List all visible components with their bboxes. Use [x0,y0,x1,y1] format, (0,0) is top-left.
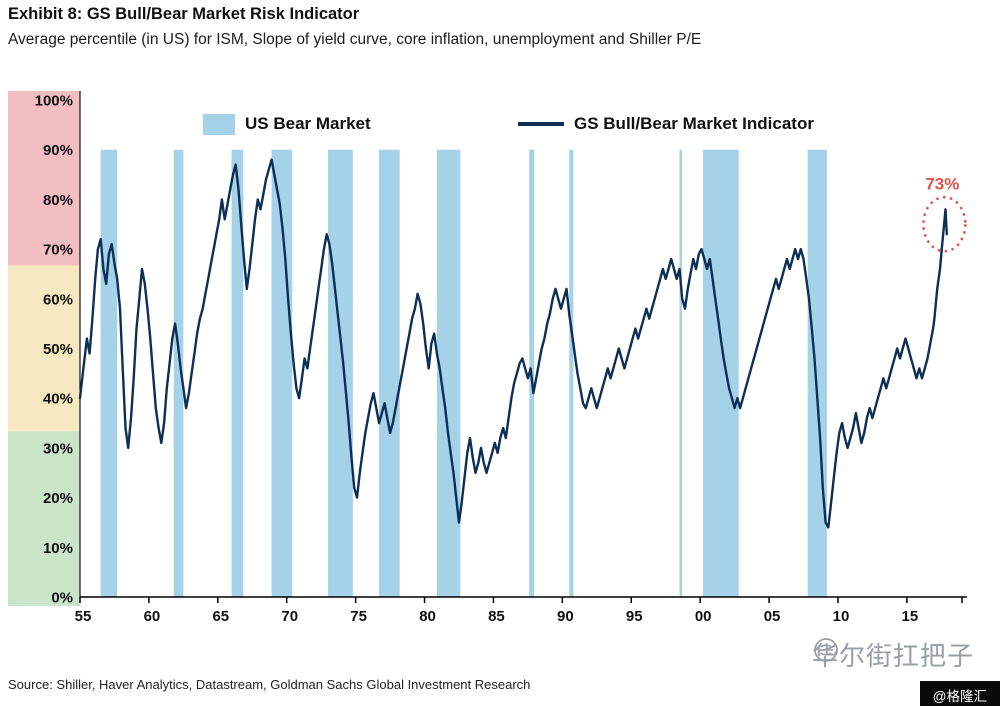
indicator-line-swatch [518,122,564,126]
bear-market-band [702,149,739,597]
x-tick-label: 15 [902,608,919,625]
y-tick-label: 100% [35,93,73,110]
y-tick-label: 20% [43,490,73,507]
risk-zone-strip [8,91,80,266]
legend-label-bear-market: US Bear Market [245,114,371,133]
bear-market-band [569,149,574,597]
current-value-label: 73% [925,174,959,193]
bear-market-swatch [203,113,235,135]
bear-market-band [271,149,293,597]
y-tick-label: 50% [43,341,73,358]
page-subtitle: Average percentile (in US) for ISM, Slop… [8,31,702,48]
bear-market-band [231,149,244,597]
y-tick-label: 10% [43,540,73,557]
y-tick-label: 0% [51,590,73,607]
watermark-logo-icon [814,638,838,662]
bear-market-band [100,149,118,597]
x-tick-label: 05 [764,608,781,625]
legend-label-indicator: GS Bull/Bear Market Indicator [574,114,814,133]
y-tick-label: 60% [43,291,73,308]
source-note: Source: Shiller, Haver Analytics, Datast… [8,677,531,692]
x-tick-label: 90 [557,608,574,625]
x-tick-label: 95 [626,608,643,625]
risk-zone-strip [8,265,80,432]
y-tick-label: 80% [43,192,73,209]
publisher-badge: @格隆汇 [919,681,1000,706]
current-value-circle [922,196,967,253]
x-tick-label: 00 [695,608,712,625]
bear-market-band [679,149,682,597]
x-tick-label: 10 [833,608,850,625]
risk-zone-strip [8,431,80,606]
y-tick-label: 70% [43,242,73,259]
bear-market-band [807,149,827,597]
y-tick-label: 30% [43,440,73,457]
y-tick-label: 90% [43,142,73,159]
legend-item-indicator: GS Bull/Bear Market Indicator [518,111,814,137]
x-tick-label: 70 [281,608,298,625]
x-tick-label: 60 [144,608,161,625]
x-tick-label: 65 [212,608,229,625]
indicator-line [78,158,948,529]
bear-market-band [173,149,184,597]
page-title: Exhibit 8: GS Bull/Bear Market Risk Indi… [8,5,360,23]
bear-market-band [379,149,400,597]
legend-item-bear-market: US Bear Market [203,111,371,137]
x-tick-label: 55 [75,608,92,625]
watermark-text: 华尔街扛把子 [811,641,974,671]
x-tick-label: 75 [350,608,367,625]
bear-market-band [328,149,353,597]
x-tick-label: 80 [419,608,436,625]
x-tick-label: 85 [488,608,505,625]
y-tick-label: 40% [43,391,73,408]
watermark: 华尔街扛把子 [812,636,974,673]
